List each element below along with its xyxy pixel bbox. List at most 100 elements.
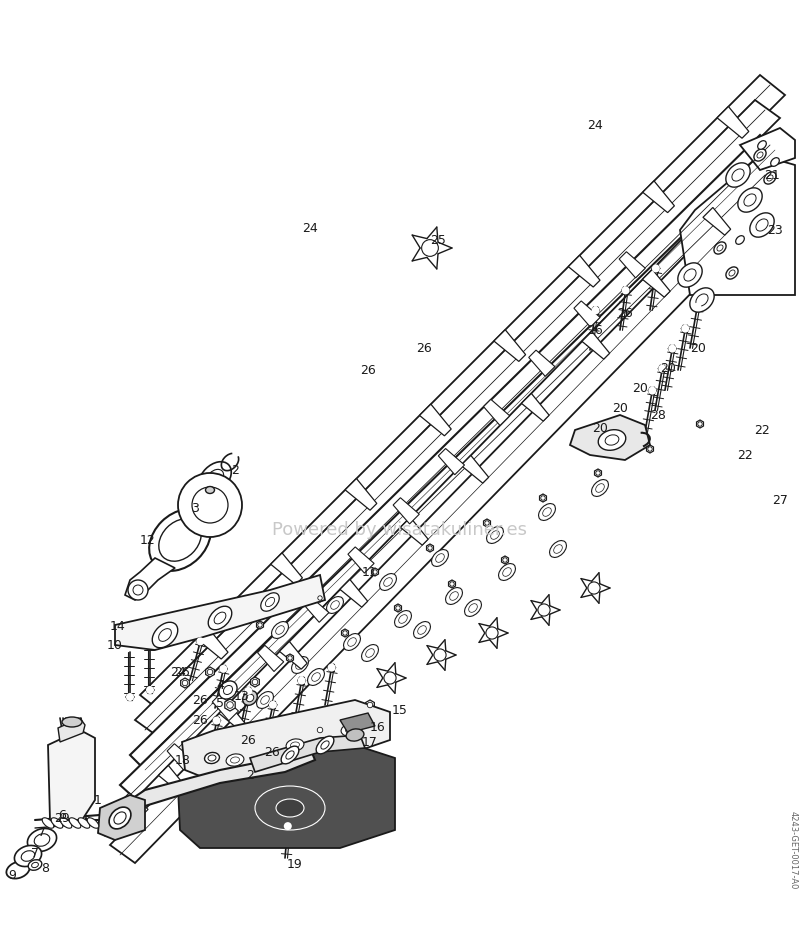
Ellipse shape [244, 686, 252, 695]
Ellipse shape [726, 162, 750, 187]
Circle shape [384, 672, 396, 685]
Polygon shape [366, 700, 374, 710]
Ellipse shape [738, 188, 762, 212]
Ellipse shape [605, 435, 619, 445]
Ellipse shape [431, 549, 449, 566]
Polygon shape [642, 269, 670, 297]
Ellipse shape [62, 717, 82, 727]
Ellipse shape [732, 169, 744, 181]
Polygon shape [100, 748, 315, 835]
Polygon shape [115, 200, 745, 840]
Circle shape [367, 702, 373, 708]
Ellipse shape [109, 808, 131, 829]
Polygon shape [419, 404, 451, 436]
Polygon shape [98, 795, 145, 840]
Ellipse shape [726, 267, 738, 279]
Ellipse shape [271, 622, 289, 639]
Ellipse shape [758, 141, 766, 149]
Ellipse shape [596, 484, 604, 492]
Ellipse shape [158, 628, 171, 641]
Polygon shape [502, 556, 509, 564]
Polygon shape [539, 494, 546, 502]
Ellipse shape [346, 727, 354, 733]
Ellipse shape [498, 563, 515, 580]
Ellipse shape [78, 818, 90, 828]
Ellipse shape [450, 592, 458, 600]
Ellipse shape [770, 158, 779, 166]
Polygon shape [196, 627, 228, 659]
Circle shape [373, 570, 378, 575]
Text: 13: 13 [234, 689, 250, 702]
Ellipse shape [696, 294, 708, 306]
Ellipse shape [591, 306, 599, 315]
Text: 26: 26 [174, 666, 190, 679]
Ellipse shape [486, 527, 503, 544]
Ellipse shape [114, 812, 126, 824]
Text: 19: 19 [287, 857, 303, 870]
Ellipse shape [682, 325, 690, 332]
Text: 11: 11 [362, 565, 378, 578]
Ellipse shape [550, 541, 566, 558]
Circle shape [428, 546, 432, 550]
Polygon shape [529, 350, 555, 377]
Ellipse shape [126, 693, 134, 701]
Circle shape [128, 580, 148, 600]
Text: 26: 26 [360, 363, 376, 377]
Polygon shape [340, 713, 375, 733]
Ellipse shape [261, 696, 270, 704]
Polygon shape [178, 745, 395, 848]
Polygon shape [680, 155, 795, 295]
Ellipse shape [446, 588, 462, 605]
Ellipse shape [284, 823, 292, 830]
Ellipse shape [341, 724, 359, 736]
Polygon shape [574, 300, 600, 327]
Ellipse shape [60, 818, 72, 828]
Circle shape [396, 606, 400, 610]
Polygon shape [182, 700, 390, 782]
Polygon shape [250, 735, 365, 772]
Ellipse shape [149, 509, 211, 571]
Ellipse shape [87, 818, 99, 828]
Ellipse shape [214, 612, 226, 623]
Circle shape [538, 604, 550, 616]
Text: 2: 2 [246, 768, 254, 781]
Circle shape [503, 558, 507, 562]
Ellipse shape [744, 194, 756, 206]
Circle shape [588, 582, 600, 594]
Circle shape [258, 623, 262, 627]
Text: 26: 26 [617, 306, 633, 319]
Polygon shape [646, 445, 654, 453]
Ellipse shape [690, 288, 714, 312]
Ellipse shape [764, 172, 776, 184]
Ellipse shape [242, 691, 258, 705]
Ellipse shape [469, 604, 478, 612]
Text: 26: 26 [264, 746, 280, 759]
Polygon shape [270, 553, 302, 585]
Ellipse shape [622, 286, 630, 295]
Ellipse shape [465, 600, 482, 616]
Ellipse shape [652, 265, 660, 272]
Text: 5: 5 [216, 697, 224, 710]
Polygon shape [279, 641, 307, 670]
Ellipse shape [213, 716, 221, 725]
Ellipse shape [366, 649, 374, 657]
Ellipse shape [205, 752, 219, 763]
Text: 12: 12 [140, 533, 156, 546]
Ellipse shape [754, 149, 766, 162]
Text: 16: 16 [370, 720, 386, 733]
Circle shape [434, 649, 446, 661]
Polygon shape [317, 594, 323, 602]
Polygon shape [494, 330, 526, 362]
Polygon shape [250, 677, 259, 687]
Ellipse shape [668, 345, 676, 353]
Ellipse shape [286, 751, 294, 759]
Polygon shape [522, 393, 549, 422]
Ellipse shape [327, 664, 335, 671]
Polygon shape [212, 695, 238, 721]
Polygon shape [167, 744, 194, 770]
Ellipse shape [261, 593, 279, 611]
Text: 4: 4 [216, 679, 224, 691]
Ellipse shape [694, 302, 702, 311]
Ellipse shape [14, 845, 42, 867]
Text: 24: 24 [170, 666, 186, 679]
